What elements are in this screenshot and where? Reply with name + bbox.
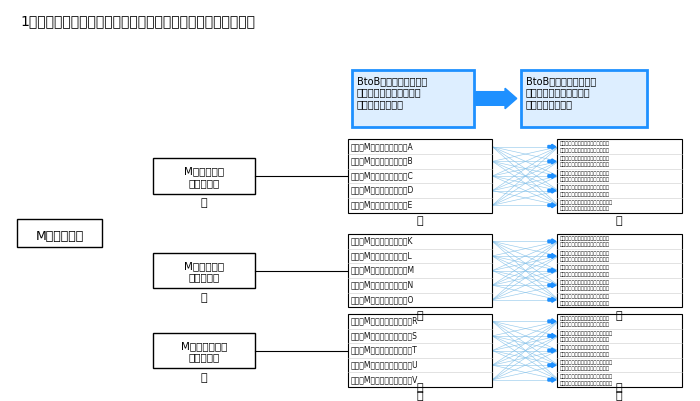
Text: 売手　取引先名古屋　肉屋　　請書: 売手 取引先名古屋 肉屋 請書 xyxy=(559,316,610,321)
Text: ：: ： xyxy=(417,311,424,321)
Bar xyxy=(348,314,492,387)
Text: 買手　Mホテル東京　部門D: 買手 Mホテル東京 部門D xyxy=(351,186,414,195)
Text: 売手　取引先名古屋　食品の店　請書: 売手 取引先名古屋 食品の店 請書 xyxy=(559,375,612,379)
Text: ：: ： xyxy=(417,217,424,227)
Bar xyxy=(348,234,492,307)
FancyArrow shape xyxy=(548,174,556,178)
FancyArrow shape xyxy=(548,334,556,338)
Text: 売手　取引先東京　魚屋　　　請書: 売手 取引先東京 魚屋 請書 xyxy=(559,192,610,196)
Bar xyxy=(352,70,474,127)
Text: 売手　取引先大阪　にくの店　請書: 売手 取引先大阪 にくの店 請書 xyxy=(559,236,610,241)
Text: 買手　Mホテル名古屋　部門S: 買手 Mホテル名古屋 部門S xyxy=(351,331,418,340)
Text: 買手　Mホテル大阪　部門K: 買手 Mホテル大阪 部門K xyxy=(351,237,414,245)
FancyArrow shape xyxy=(476,88,517,109)
Text: Mホテル大阪
仕入データ: Mホテル大阪 仕入データ xyxy=(184,261,224,282)
Text: 売手　取引先大阪　片瀬商店　請書: 売手 取引先大阪 片瀬商店 請書 xyxy=(559,301,610,306)
FancyArrow shape xyxy=(548,363,556,368)
Text: 売手　取引先名古屋　鈴木の店　請書: 売手 取引先名古屋 鈴木の店 請書 xyxy=(559,360,612,365)
Text: ：: ： xyxy=(616,383,622,393)
Text: 売手　取引先大阪　食材商店　請書: 売手 取引先大阪 食材商店 請書 xyxy=(559,294,610,300)
Text: Mホテル本部: Mホテル本部 xyxy=(35,231,83,243)
Text: 売手　取引先東京　肉の店　　請書: 売手 取引先東京 肉の店 請書 xyxy=(559,142,610,146)
Bar xyxy=(556,140,682,213)
Bar xyxy=(17,219,102,247)
Text: 買手　Mホテル大阪　部門L: 買手 Mホテル大阪 部門L xyxy=(351,251,413,260)
Text: BtoBプラットフォーム
でホテルの部門は商品を
取引先へ発注する: BtoBプラットフォーム でホテルの部門は商品を 取引先へ発注する xyxy=(357,76,427,109)
FancyArrow shape xyxy=(548,159,556,164)
Text: 売手　取引先東京　食材商品店　請書: 売手 取引先東京 食材商品店 請書 xyxy=(559,200,612,205)
FancyArrow shape xyxy=(548,283,556,288)
Text: 売手　取引先名古屋　八百屋　請書: 売手 取引先名古屋 八百屋 請書 xyxy=(559,345,610,350)
Text: 売手　取引先名古屋　ミート　請書: 売手 取引先名古屋 ミート 請書 xyxy=(559,322,610,327)
Text: 売手　取引先大阪　野菜農場　請書: 売手 取引先大阪 野菜農場 請書 xyxy=(559,271,610,277)
FancyArrow shape xyxy=(548,188,556,193)
FancyArrow shape xyxy=(548,348,556,353)
FancyArrow shape xyxy=(548,377,556,382)
Text: 売手　取引先東京　野菜店　　請書: 売手 取引先東京 野菜店 請書 xyxy=(559,177,610,182)
Text: 買手　Mホテル大阪　部門M: 買手 Mホテル大阪 部門M xyxy=(351,266,415,275)
Bar xyxy=(153,253,256,288)
Bar xyxy=(556,234,682,307)
Text: ：: ： xyxy=(616,311,622,321)
Text: 売手　取引先名古屋　さかな屋　請書: 売手 取引先名古屋 さかな屋 請書 xyxy=(559,330,612,336)
Text: ：: ： xyxy=(417,383,424,393)
Text: 買手　Mホテル名古屋　部門R: 買手 Mホテル名古屋 部門R xyxy=(351,316,419,325)
Text: Mホテル名古屋
仕入データ: Mホテル名古屋 仕入データ xyxy=(181,341,228,363)
Text: ：: ： xyxy=(201,293,207,303)
FancyArrow shape xyxy=(548,319,556,324)
Text: 買手　Mホテル大阪　部門O: 買手 Mホテル大阪 部門O xyxy=(351,295,414,304)
Text: 買手　Mホテル名古屋　部門U: 買手 Mホテル名古屋 部門U xyxy=(351,360,419,369)
Text: 売手　取引先大阪　もとこ屋　請書: 売手 取引先大阪 もとこ屋 請書 xyxy=(559,257,610,262)
Text: 売手　取引先東京　参上　　　請書: 売手 取引先東京 参上 請書 xyxy=(559,162,610,167)
Text: 買手　Mホテル大阪　部門N: 買手 Mホテル大阪 部門N xyxy=(351,280,414,290)
Text: Mホテル東京
仕入データ: Mホテル東京 仕入データ xyxy=(184,166,224,188)
Text: 売手　取引先東京　内藤商店　請書: 売手 取引先東京 内藤商店 請書 xyxy=(559,148,610,153)
Text: 売手　取引先大阪　さかなや　請書: 売手 取引先大阪 さかなや 請書 xyxy=(559,251,610,255)
Text: ：: ： xyxy=(616,217,622,227)
Bar xyxy=(153,333,256,368)
Text: 売手　取引先東京　八百屋　　請書: 売手 取引先東京 八百屋 請書 xyxy=(559,171,610,176)
Text: 売手　取引先東京　鈴木の店　請書: 売手 取引先東京 鈴木の店 請書 xyxy=(559,185,610,190)
Text: 1．流れ図仕入データの流れ　ホテルから取引先へ発注データ: 1．流れ図仕入データの流れ ホテルから取引先へ発注データ xyxy=(20,14,256,28)
Text: 売手　取引先大阪　飲み物店　請書: 売手 取引先大阪 飲み物店 請書 xyxy=(559,280,610,285)
Text: ：: ： xyxy=(201,198,207,209)
Text: BtoBプラットフォーム
で取引先は商品をホテル
部門から受注する: BtoBプラットフォーム で取引先は商品をホテル 部門から受注する xyxy=(526,76,596,109)
FancyArrow shape xyxy=(548,144,556,149)
Text: 売手　取引先大阪　みいど　　請書: 売手 取引先大阪 みいど 請書 xyxy=(559,242,610,247)
Text: ：: ： xyxy=(616,391,622,401)
Text: 売手　取引先東京　食材屋　　請書: 売手 取引先東京 食材屋 請書 xyxy=(559,206,610,211)
Bar xyxy=(556,314,682,387)
Text: ：: ： xyxy=(201,373,207,383)
FancyArrow shape xyxy=(548,203,556,208)
Text: 買手　Mホテル名古屋　部門T: 買手 Mホテル名古屋 部門T xyxy=(351,346,418,354)
Text: 売手　取引先名古屋　魚の店　請書: 売手 取引先名古屋 魚の店 請書 xyxy=(559,337,610,342)
Text: 売手　取引先名古屋　ベジタ　請書: 売手 取引先名古屋 ベジタ 請書 xyxy=(559,352,610,356)
Text: 買手　Mホテル東京　部門E: 買手 Mホテル東京 部門E xyxy=(351,200,413,209)
Text: 売手　取引先大阪　やさい屋　請書: 売手 取引先大阪 やさい屋 請書 xyxy=(559,265,610,270)
FancyArrow shape xyxy=(548,253,556,258)
Text: 買手　Mホテル名古屋　部門V: 買手 Mホテル名古屋 部門V xyxy=(351,375,419,384)
Text: 買手　Mホテル東京　部門C: 買手 Mホテル東京 部門C xyxy=(351,171,414,180)
FancyArrow shape xyxy=(548,298,556,302)
Text: 買手　Mホテル東京　部門B: 買手 Mホテル東京 部門B xyxy=(351,156,414,166)
Text: 買手　Mホテル東京　部門A: 買手 Mホテル東京 部門A xyxy=(351,142,414,151)
FancyArrow shape xyxy=(548,239,556,244)
Text: 売手　取引先名古屋　日本橋　請書: 売手 取引先名古屋 日本橋 請書 xyxy=(559,366,610,371)
Text: 売手　取引先東京　盛道の店　請書: 売手 取引先東京 盛道の店 請書 xyxy=(559,156,610,161)
Bar xyxy=(521,70,648,127)
Text: ：: ： xyxy=(417,391,424,401)
Text: 売手　取引先名古屋　食材商店　請書: 売手 取引先名古屋 食材商店 請書 xyxy=(559,381,612,386)
FancyArrow shape xyxy=(548,268,556,273)
Bar xyxy=(153,158,256,194)
Bar xyxy=(348,140,492,213)
Text: 売手　取引先大阪　ワイン店　請書: 売手 取引先大阪 ワイン店 請書 xyxy=(559,286,610,291)
